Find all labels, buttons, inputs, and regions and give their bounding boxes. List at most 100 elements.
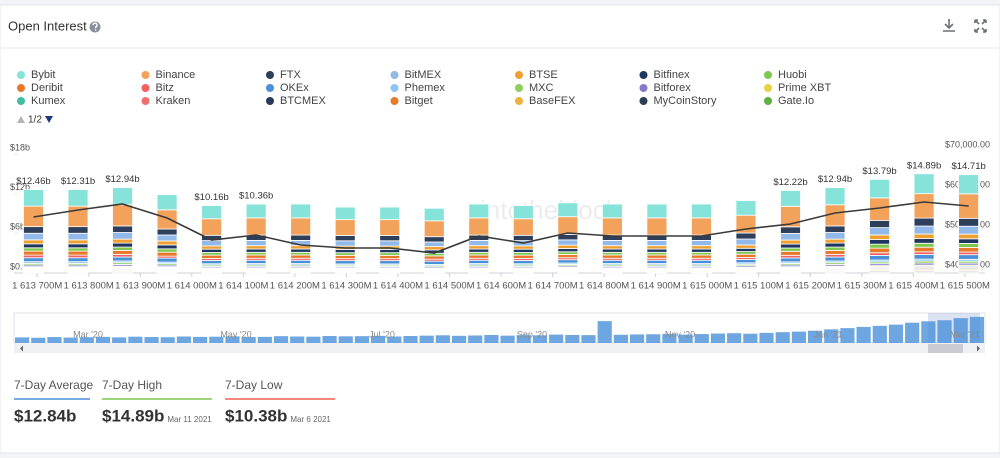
navigator-label: Mar '20 — [73, 329, 103, 339]
navigator-bar — [969, 316, 984, 343]
bar-segment — [423, 260, 445, 265]
navigator-bar — [727, 333, 742, 343]
bar-segment — [23, 232, 44, 241]
bar-segment — [290, 259, 312, 264]
bar-segment — [646, 239, 668, 247]
bar-segment — [601, 203, 623, 219]
legend-label: FTX — [280, 69, 301, 81]
navigator-bar — [451, 335, 467, 343]
bar-segment — [913, 225, 935, 235]
bar-segment — [557, 202, 579, 218]
legend-marker — [515, 84, 523, 92]
bar-segment — [735, 232, 757, 240]
bar-segment — [334, 240, 356, 247]
total-label: $10.16b — [194, 192, 228, 203]
navigator-bar — [160, 337, 175, 343]
legend-pager[interactable]: 1/2 — [17, 115, 53, 126]
bar-segment — [201, 254, 223, 259]
bar-segment — [601, 245, 623, 250]
scrollbar-track[interactable] — [14, 344, 985, 353]
navigator-bar — [257, 336, 272, 343]
bar-segment — [334, 248, 356, 254]
bar-segment — [67, 232, 89, 241]
stat-label: 7-Day Average — [14, 378, 93, 392]
bar-segment — [67, 226, 89, 234]
navigator-bar — [937, 320, 952, 343]
header-title: Open Interest — [8, 18, 87, 33]
navigator-bar — [807, 330, 823, 343]
navigator-bar — [322, 336, 337, 343]
navigator-bar — [597, 321, 612, 343]
stat-date: Mar 11 2021 — [167, 415, 212, 424]
x-tick-label: 1 613 800M — [64, 281, 114, 292]
bar-segment — [245, 248, 267, 253]
bar-segment — [557, 239, 579, 246]
scrollbar-thumb[interactable] — [928, 344, 963, 353]
bar-segment — [156, 248, 178, 253]
bar-segment — [824, 232, 846, 240]
navigator-bar — [888, 324, 904, 343]
bar-segment — [290, 254, 312, 259]
bar-segment — [290, 203, 312, 219]
download-icon[interactable] — [943, 19, 955, 32]
x-tick-label: 1 614 800M — [579, 281, 629, 292]
bar-segment — [112, 256, 133, 262]
bar-segment — [780, 247, 801, 252]
navigator-bar — [15, 337, 30, 343]
x-tick-label: 1 614 400M — [373, 281, 423, 292]
bar-segment — [468, 203, 490, 219]
bar-segment — [913, 193, 935, 219]
legend-marker — [639, 84, 648, 92]
bar-segment — [156, 257, 178, 263]
bar-segment — [869, 227, 890, 236]
bar-segment — [913, 254, 935, 260]
navigator-bar — [419, 335, 434, 343]
bar-segment — [646, 248, 668, 253]
legend-marker — [390, 84, 399, 92]
bar-segment — [601, 248, 623, 253]
navigator-bar — [824, 329, 839, 343]
scroll-right[interactable] — [977, 345, 980, 352]
bar-segment — [112, 246, 133, 251]
watermark: intotheblock — [480, 195, 620, 225]
bar-segment — [869, 243, 890, 249]
legend-label: Gate.Io — [778, 95, 814, 107]
bar-segment — [958, 238, 980, 244]
bar-segment — [23, 247, 44, 252]
bar-segment — [557, 248, 579, 253]
bar-segment — [958, 247, 980, 253]
navigator-bar — [694, 334, 709, 343]
bar-segment — [67, 239, 89, 245]
navigator-bar — [387, 336, 402, 343]
bar-segment — [913, 238, 935, 244]
navigator-bar — [710, 333, 726, 343]
bar-segment — [869, 247, 890, 254]
legend-marker — [390, 97, 399, 105]
bar-segment — [512, 248, 534, 253]
help-icon[interactable] — [89, 21, 101, 33]
navigator-label: Jul '20 — [369, 329, 395, 339]
legend-marker — [515, 97, 523, 105]
bar-segment — [557, 244, 579, 249]
bar-segment — [468, 254, 490, 259]
bar-segment — [557, 254, 579, 259]
total-label: $12.22b — [773, 177, 807, 188]
expand-icon[interactable] — [974, 19, 987, 33]
bar-segment — [379, 254, 401, 260]
legend-label: BaseFEX — [529, 95, 576, 107]
bar-segment — [201, 245, 223, 250]
legend-marker — [266, 84, 274, 92]
x-tick-label: 1 614 600M — [476, 281, 526, 292]
navigator-bar — [532, 335, 548, 343]
pager-down[interactable] — [45, 116, 53, 123]
bar-segment — [691, 245, 712, 250]
bar-segment — [379, 260, 401, 265]
bar-segment — [156, 228, 178, 236]
price-line — [33, 201, 969, 254]
navigator-bar — [872, 325, 887, 343]
pager-up[interactable] — [17, 116, 25, 123]
bar-segment — [468, 217, 490, 236]
legend-marker — [141, 97, 150, 105]
scroll-left[interactable] — [20, 345, 23, 352]
bar-segment — [112, 249, 133, 255]
